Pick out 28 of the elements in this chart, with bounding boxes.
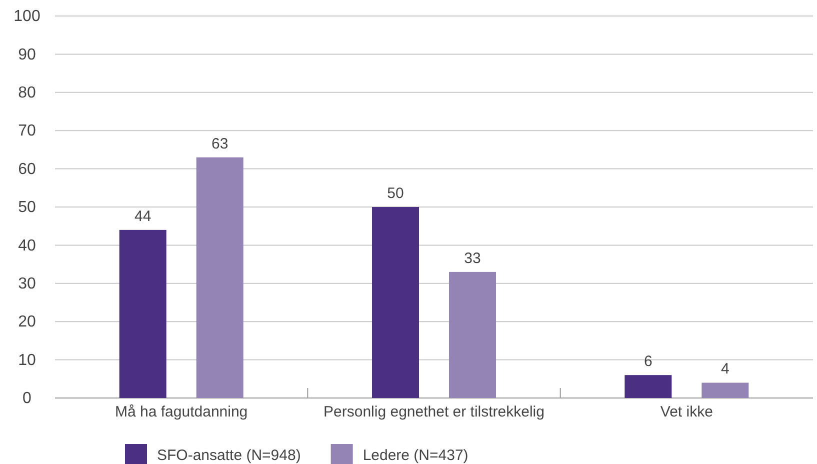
bar — [372, 207, 419, 398]
y-tick-label: 60 — [18, 160, 36, 178]
data-label: 4 — [720, 360, 730, 378]
x-tick-label: Må ha fagutdanning — [115, 404, 248, 421]
data-label: 33 — [464, 250, 481, 267]
y-tick-label: 50 — [18, 199, 36, 216]
y-tick-label: 100 — [14, 8, 40, 26]
y-tick-label: 90 — [18, 46, 36, 64]
y-tick-label: 20 — [18, 314, 36, 331]
y-tick-label: 40 — [18, 237, 36, 254]
x-tick-label: Personlig egnethet er tilstrekkelig — [324, 404, 544, 421]
y-tick-label: 80 — [18, 84, 36, 102]
y-tick-label: 30 — [18, 276, 36, 293]
bar — [196, 157, 244, 398]
data-label: 63 — [211, 135, 228, 152]
bar — [449, 272, 496, 398]
data-label: 6 — [644, 353, 652, 370]
bar — [702, 382, 749, 398]
y-tick-label: 10 — [18, 352, 36, 369]
data-label: 44 — [134, 208, 152, 225]
y-tick-label: 0 — [22, 390, 32, 408]
bar — [624, 375, 672, 398]
legend-label: SFO-ansatte (N=948) — [157, 447, 301, 464]
legend-label: Ledere (N=437) — [362, 447, 468, 464]
bar — [119, 230, 166, 398]
x-tick-label: Vet ikke — [660, 404, 713, 421]
data-label: 50 — [387, 185, 404, 202]
y-tick-label: 70 — [18, 122, 36, 140]
